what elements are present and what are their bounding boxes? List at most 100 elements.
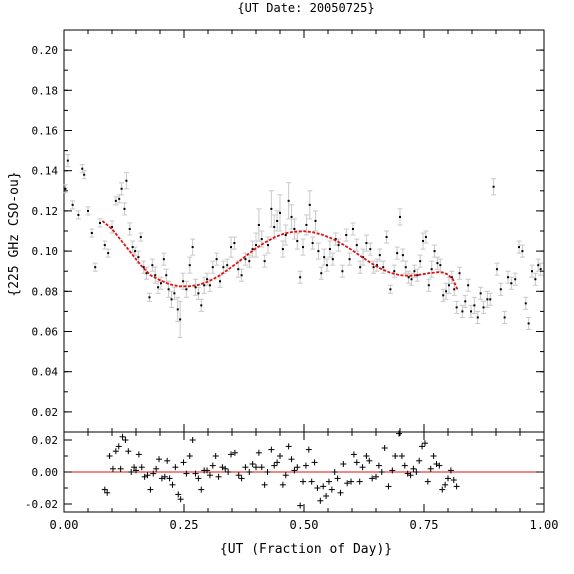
data-point	[419, 260, 422, 263]
data-point	[176, 308, 179, 311]
y-tick-label: 0.06	[32, 326, 59, 339]
data-point	[293, 227, 296, 230]
data-point	[458, 272, 461, 275]
data-point	[66, 159, 69, 162]
data-point	[125, 179, 128, 182]
data-point	[479, 292, 482, 295]
data-point	[445, 290, 448, 293]
data-point	[362, 256, 365, 259]
data-point	[341, 270, 344, 273]
data-point	[439, 264, 442, 267]
data-point	[521, 250, 524, 253]
data-point	[450, 276, 453, 279]
data-point	[219, 280, 221, 283]
x-tick-label: 0.00	[50, 518, 79, 532]
data-point	[215, 258, 218, 261]
data-point	[139, 236, 142, 239]
data-point	[424, 236, 427, 239]
data-point	[111, 225, 113, 228]
upper-ticks: 0.02 0.04 0.06 0.08 0.10 0.12 0.14 0.16 0.18 0.20	[32, 29, 545, 433]
data-point	[287, 199, 290, 202]
data-point	[255, 244, 257, 247]
x-axis-label: {UT (Fraction of Day)}	[220, 542, 392, 557]
data-point	[385, 236, 388, 239]
x-tick-label: 0.75	[410, 518, 439, 532]
data-point	[81, 167, 84, 170]
data-point	[416, 274, 419, 277]
chart-title: {UT Date: 20050725}	[237, 1, 374, 15]
data-point	[107, 252, 110, 255]
data-point	[328, 248, 331, 251]
data-point	[197, 292, 200, 295]
data-point	[170, 298, 173, 301]
data-point	[128, 227, 131, 230]
data-point	[185, 288, 188, 291]
data-point	[222, 266, 225, 269]
data-point	[154, 274, 157, 277]
residual-y-tick-label: -0.02	[25, 498, 58, 511]
data-point	[314, 219, 317, 222]
residual-y-tick-label: 0.00	[32, 466, 59, 479]
data-point	[476, 316, 479, 319]
data-point	[351, 227, 354, 230]
data-point	[365, 242, 368, 245]
data-point	[162, 258, 165, 261]
y-tick-label: 0.14	[32, 165, 59, 178]
data-point	[527, 322, 530, 325]
data-point	[173, 292, 176, 295]
y-tick-label: 0.02	[32, 406, 59, 419]
data-point	[273, 225, 276, 228]
data-point	[134, 250, 137, 253]
fit-curve	[101, 220, 459, 291]
data-point	[281, 248, 284, 251]
data-point	[514, 278, 517, 281]
y-tick-label: 0.10	[32, 245, 59, 258]
upper-errorbars	[62, 154, 544, 339]
data-point	[233, 242, 236, 245]
y-tick-label: 0.12	[32, 205, 59, 218]
data-point	[200, 304, 203, 307]
data-point	[473, 304, 476, 307]
data-point	[64, 187, 67, 190]
data-point	[240, 274, 243, 277]
data-point	[401, 254, 404, 257]
y-tick-label: 0.18	[32, 84, 59, 97]
data-point	[404, 266, 407, 269]
data-point	[499, 288, 502, 291]
data-point	[453, 288, 456, 291]
data-point	[267, 244, 269, 247]
data-point	[251, 248, 254, 251]
data-point	[290, 215, 293, 218]
data-point	[279, 211, 281, 214]
data-point	[103, 244, 106, 247]
y-tick-label: 0.08	[32, 285, 59, 298]
data-point	[382, 266, 385, 269]
data-point	[539, 268, 542, 271]
data-point	[337, 244, 340, 247]
data-point	[320, 272, 323, 275]
data-point	[323, 256, 326, 259]
y-tick-label: 0.04	[32, 366, 59, 379]
data-point	[518, 246, 521, 249]
data-point	[179, 318, 182, 321]
data-point	[399, 215, 401, 218]
data-point	[345, 234, 348, 237]
data-point	[77, 213, 80, 216]
data-point	[157, 286, 160, 289]
data-point	[393, 270, 396, 273]
data-point	[495, 268, 498, 271]
residual-y-tick-label: 0.02	[32, 434, 59, 447]
data-point	[83, 173, 86, 176]
data-point	[208, 284, 211, 287]
data-point	[230, 246, 233, 249]
x-tick-label: 0.50	[290, 518, 319, 532]
data-point	[447, 284, 450, 287]
data-point	[359, 266, 362, 269]
data-point	[87, 209, 89, 212]
data-point	[148, 296, 151, 299]
data-point	[114, 199, 117, 202]
data-point	[326, 264, 329, 267]
data-point	[137, 256, 140, 259]
data-point	[94, 266, 97, 269]
data-point	[372, 266, 375, 269]
